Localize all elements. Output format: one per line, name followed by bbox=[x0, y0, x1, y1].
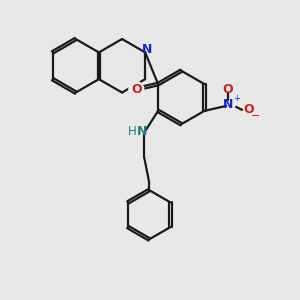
Text: N: N bbox=[223, 98, 233, 111]
Text: O: O bbox=[244, 103, 254, 116]
Text: O: O bbox=[131, 82, 142, 96]
Circle shape bbox=[129, 82, 144, 97]
Text: H: H bbox=[128, 125, 137, 138]
Text: N: N bbox=[137, 125, 147, 138]
Text: −: − bbox=[251, 111, 261, 121]
Text: N: N bbox=[142, 43, 152, 56]
Text: +: + bbox=[233, 94, 239, 103]
Text: O: O bbox=[223, 82, 233, 96]
